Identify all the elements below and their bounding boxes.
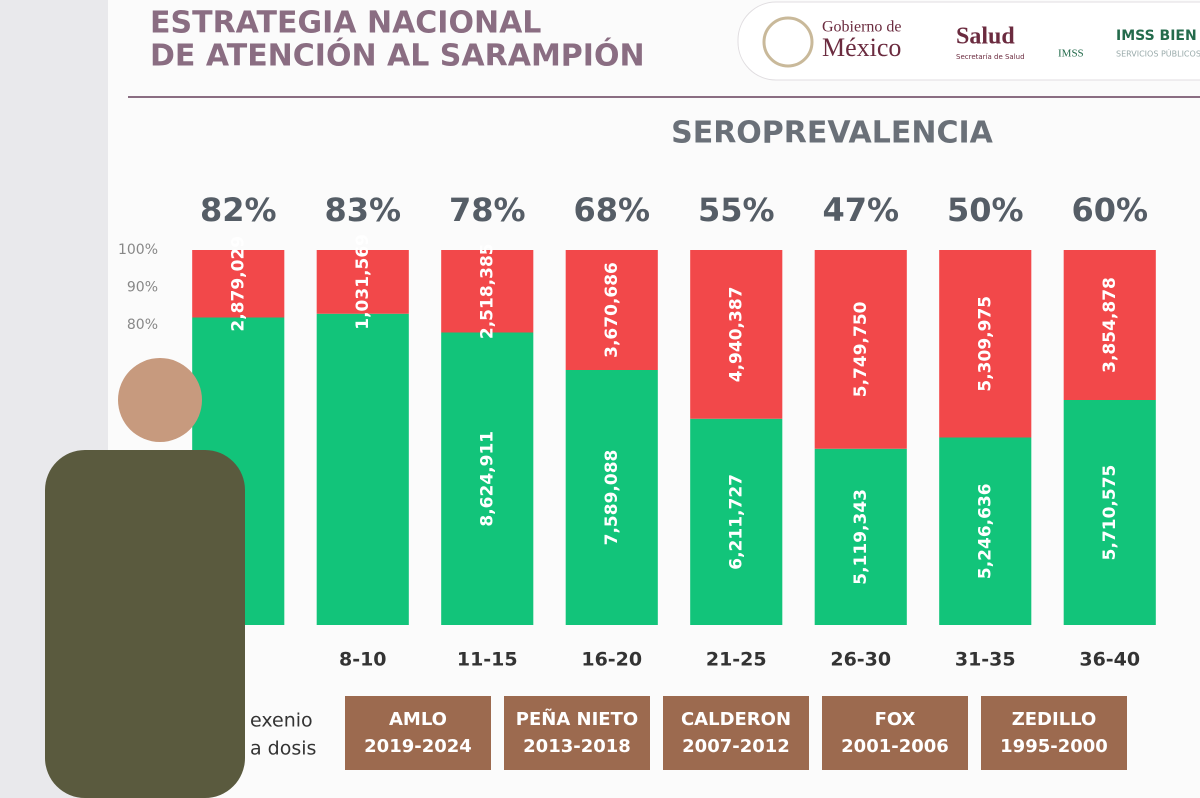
value-label: 68%: [573, 191, 650, 229]
bar-negative: [192, 250, 285, 318]
x-tick-label: 21-25: [706, 649, 767, 671]
value-label: 55%: [698, 191, 775, 229]
period-years: 2013-2018: [523, 736, 631, 757]
segment-label: 4,940,387: [726, 287, 746, 383]
period-box: [981, 696, 1127, 770]
period-years: 2007-2012: [682, 736, 790, 757]
logo-text: IMSS: [1058, 48, 1084, 60]
period-years: 2001-2006: [841, 736, 949, 757]
segment-label: 3,854,878: [1100, 277, 1120, 373]
segment-label: 6,211,727: [726, 474, 746, 570]
bar-negative: [814, 250, 907, 449]
period-years: 2019-2024: [364, 736, 472, 757]
period-name: PEÑA NIETO: [516, 707, 638, 730]
period-name: FOX: [875, 709, 916, 730]
segment-label: 7,589,088: [602, 450, 622, 546]
segment-label: 2,879,029: [228, 236, 248, 332]
y-tick-label: 90%: [127, 280, 158, 296]
period-box: [504, 696, 650, 770]
segment-label: 5,309,975: [975, 296, 995, 392]
period-box: [345, 696, 491, 770]
x-tick-label: 31-35: [955, 649, 1016, 671]
axis-note: exenio: [250, 710, 313, 732]
bar-positive: [690, 418, 783, 625]
logo-text: SERVICIOS PÚBLICOS: [1116, 48, 1200, 59]
value-label: 47%: [822, 191, 899, 229]
y-tick-label: 100%: [118, 242, 158, 258]
bar-positive: [441, 332, 534, 625]
logo-text: Gobierno de: [822, 19, 902, 36]
bar-negative: [565, 250, 658, 370]
bar-positive: [1063, 400, 1156, 625]
segment-label: 1,031,569: [353, 234, 373, 330]
segment-label: 5,119,343: [851, 489, 871, 585]
logo-text: Secretaría de Salud: [956, 53, 1025, 61]
segment-label: 2,518,385: [477, 243, 497, 339]
period-years: 1995-2000: [1000, 736, 1108, 757]
x-tick-label: 26-30: [830, 649, 891, 671]
segment-label: 8,624,911: [477, 431, 497, 527]
x-tick-label: 36-40: [1079, 649, 1140, 671]
bar-negative: [316, 250, 409, 314]
bar-positive: [939, 437, 1032, 625]
bar-negative: [690, 250, 783, 419]
y-tick-label: 80%: [127, 317, 158, 333]
value-label: 50%: [947, 191, 1024, 229]
segment-label: 5,710,575: [1100, 465, 1120, 561]
bar-negative: [1063, 250, 1156, 400]
bar-positive: [814, 448, 907, 625]
x-tick-label: 11-15: [457, 649, 518, 671]
value-label: 60%: [1071, 191, 1148, 229]
chart-title: SEROPREVALENCIA: [671, 116, 994, 151]
segment-label: 5,749,750: [851, 301, 871, 397]
logo-text: México: [822, 33, 901, 62]
emblem: [762, 16, 814, 68]
segment-label: 3,670,686: [602, 262, 622, 358]
header-title: DE ATENCIÓN AL SARAMPIÓN: [150, 37, 645, 74]
logo-text: Salud: [956, 24, 1015, 50]
logo-text: IMSS BIEN: [1116, 28, 1197, 44]
value-label: 83%: [324, 191, 401, 229]
bar-positive: [565, 370, 658, 625]
bar-negative: [939, 250, 1032, 438]
period-name: CALDERON: [681, 709, 791, 730]
segment-label: 5,246,636: [975, 483, 995, 579]
value-label: 78%: [449, 191, 526, 229]
period-box: [822, 696, 968, 770]
logo-strip: [737, 1, 1200, 81]
period-name: AMLO: [389, 709, 447, 730]
header-title: ESTRATEGIA NACIONAL: [150, 6, 541, 41]
speaker: [45, 358, 245, 798]
bar-negative: [441, 250, 534, 333]
period-box: [663, 696, 809, 770]
axis-note: a dosis: [250, 738, 316, 760]
value-label: 82%: [200, 191, 277, 229]
bar-positive: [316, 313, 409, 625]
period-name: ZEDILLO: [1012, 709, 1097, 730]
x-tick-label: 8-10: [339, 649, 387, 671]
x-tick-label: 16-20: [581, 649, 642, 671]
